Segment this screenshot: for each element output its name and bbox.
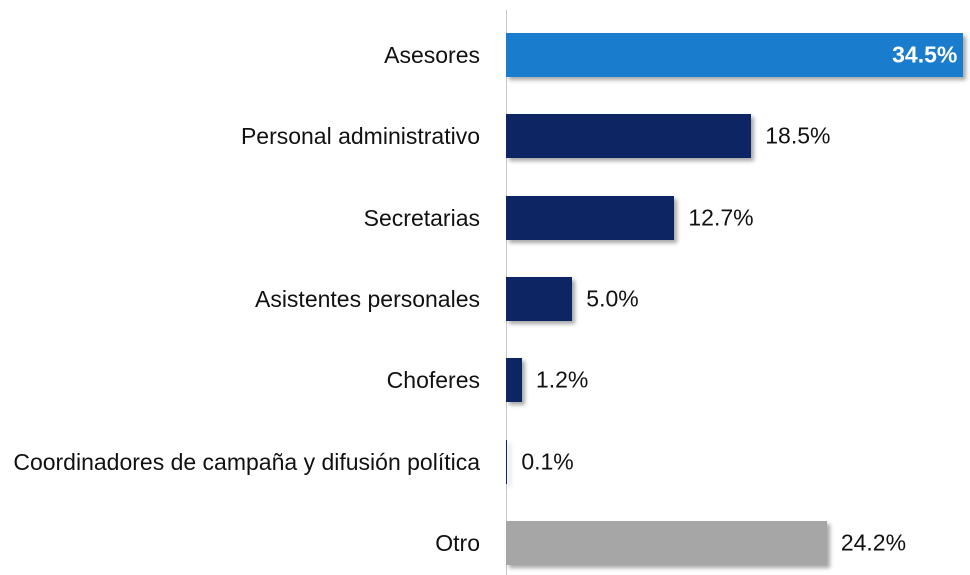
- category-label: Coordinadores de campaña y difusión polí…: [13, 448, 480, 475]
- bar: [506, 114, 752, 159]
- value-label: 18.5%: [765, 122, 831, 149]
- bar: [506, 195, 675, 240]
- value-label: 24.2%: [840, 529, 907, 556]
- bar: [506, 358, 522, 403]
- category-label: Personal administrativo: [240, 123, 480, 150]
- bar: [506, 276, 573, 321]
- bar: [506, 520, 827, 565]
- value-label: 1.2%: [535, 366, 589, 393]
- category-label: Choferes: [386, 367, 480, 394]
- value-label: 0.1%: [521, 448, 574, 474]
- category-label: Asesores: [384, 42, 480, 68]
- value-label: 12.7%: [688, 204, 754, 231]
- value-label: 5.0%: [586, 285, 639, 312]
- value-label: 34.5%: [892, 41, 958, 68]
- category-label: Otro: [435, 529, 480, 556]
- category-label: Asistentes personales: [254, 285, 480, 312]
- category-label: Secretarias: [363, 204, 480, 231]
- bar: [506, 33, 964, 77]
- bar: [506, 439, 508, 484]
